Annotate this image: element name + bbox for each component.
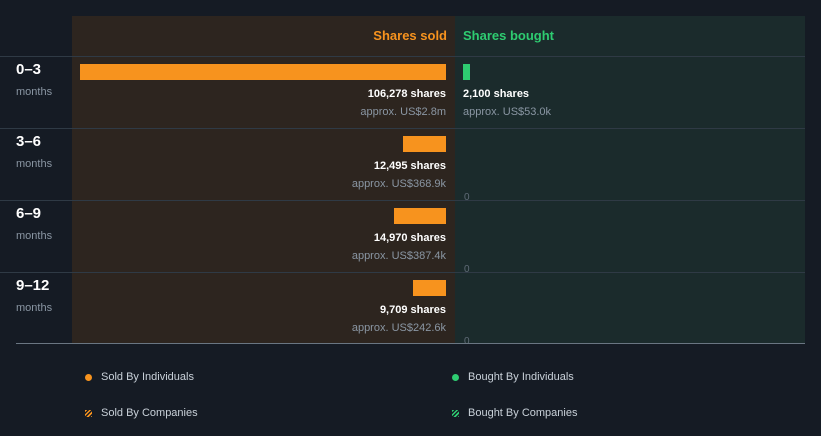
bought-zero-label: 0	[464, 264, 470, 275]
shares-bought-header: Shares bought	[463, 28, 555, 43]
bought-panel	[455, 16, 805, 343]
legend-label: Sold By Companies	[101, 407, 198, 419]
bought-bar	[463, 64, 471, 80]
bought-zero-label: 0	[464, 192, 470, 203]
sold-value-label: approx. US$2.8m	[360, 106, 446, 118]
bought-shares-label: 2,100 shares	[463, 88, 530, 100]
bought-value-label: approx. US$53.0k	[463, 106, 552, 118]
row-separator	[0, 128, 805, 129]
sold-bar	[394, 208, 446, 224]
period-label: 6–9 months	[16, 205, 52, 242]
period-unit: months	[16, 86, 53, 98]
sold-value-label: approx. US$387.4k	[351, 250, 446, 262]
period-range: 6–9	[16, 205, 42, 222]
legend-label: Sold By Individuals	[101, 371, 194, 383]
legend-dot-icon	[452, 373, 459, 381]
period-range: 3–6	[16, 133, 42, 150]
legend-hatch-icon	[85, 409, 92, 417]
legend-dot-icon	[85, 373, 92, 381]
sold-bar	[402, 136, 446, 152]
period-unit: months	[16, 302, 53, 314]
period-unit: months	[16, 230, 53, 242]
row-separator	[0, 56, 805, 57]
period-label: 3–6 months	[16, 133, 52, 170]
legend-hatch-icon	[452, 409, 459, 417]
legend-item: Sold By Companies	[85, 407, 198, 419]
sold-shares-label: 106,278 shares	[367, 88, 446, 100]
sold-bar	[412, 280, 446, 296]
period-range: 0–3	[16, 61, 42, 78]
sold-shares-label: 12,495 shares	[373, 160, 446, 172]
sold-value-label: approx. US$242.6k	[351, 322, 446, 334]
sold-value-label: approx. US$368.9k	[351, 178, 446, 190]
legend-label: Bought By Individuals	[468, 371, 574, 383]
legend-item: Bought By Companies	[452, 407, 577, 419]
period-label: 9–12 months	[16, 277, 52, 314]
row-separator	[0, 272, 805, 273]
legend-item: Bought By Individuals	[452, 371, 574, 383]
sold-bar	[80, 64, 446, 80]
sold-shares-label: 9,709 shares	[379, 304, 446, 316]
bought-zero-label: 0	[464, 336, 470, 347]
shares-sold-header: Shares sold	[373, 28, 447, 43]
legend-item: Sold By Individuals	[85, 371, 194, 383]
row-separator	[0, 200, 805, 201]
legend-label: Bought By Companies	[468, 407, 578, 419]
period-unit: months	[16, 158, 53, 170]
period-label: 0–3 months	[16, 61, 52, 98]
period-range: 9–12	[16, 277, 50, 294]
sold-shares-label: 14,970 shares	[373, 232, 446, 244]
chart-baseline	[16, 343, 805, 344]
